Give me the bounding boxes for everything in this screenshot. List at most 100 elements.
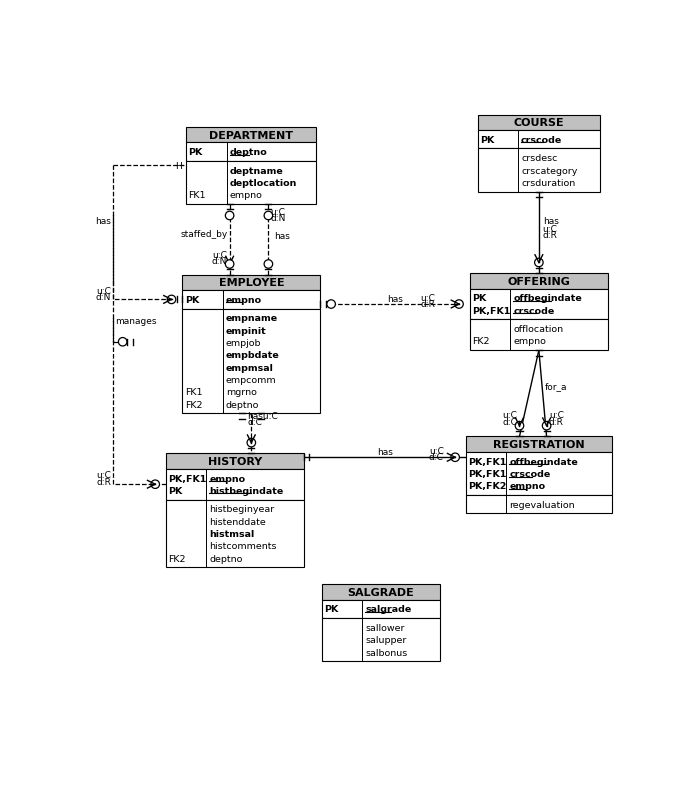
- Bar: [470, 290, 608, 320]
- Text: d:R: d:R: [420, 299, 435, 309]
- Text: for_a: for_a: [545, 382, 568, 391]
- Text: H: H: [175, 162, 181, 171]
- Text: u:C: u:C: [270, 208, 286, 217]
- Text: d:N: d:N: [270, 214, 286, 223]
- Bar: [322, 618, 440, 662]
- Text: PK: PK: [188, 148, 203, 157]
- Text: empmsal: empmsal: [226, 363, 274, 372]
- Bar: [166, 500, 304, 568]
- Text: empno: empno: [210, 474, 246, 483]
- Text: u:C: u:C: [502, 411, 517, 420]
- Text: histbegindate: histbegindate: [210, 486, 284, 496]
- Bar: [466, 437, 612, 452]
- Text: crscode: crscode: [513, 306, 555, 315]
- Text: REGISTRATION: REGISTRATION: [493, 439, 584, 450]
- Text: crscode: crscode: [521, 136, 562, 144]
- Text: u:C: u:C: [420, 294, 435, 302]
- Text: deptno: deptno: [226, 400, 259, 409]
- Text: hasu:C: hasu:C: [248, 411, 278, 421]
- Bar: [477, 131, 600, 149]
- Text: PK: PK: [480, 136, 494, 144]
- Text: histenddate: histenddate: [210, 517, 266, 526]
- Circle shape: [167, 296, 176, 304]
- Text: empcomm: empcomm: [226, 375, 277, 384]
- Circle shape: [451, 453, 460, 462]
- Text: FK1: FK1: [185, 388, 202, 397]
- Circle shape: [455, 301, 463, 309]
- Text: HISTORY: HISTORY: [208, 456, 262, 467]
- Text: FK2: FK2: [185, 400, 202, 409]
- Text: deptno: deptno: [230, 148, 268, 157]
- Text: has: has: [543, 217, 559, 226]
- Text: offlocation: offlocation: [513, 325, 564, 334]
- Bar: [477, 115, 600, 131]
- Text: empno: empno: [230, 191, 262, 200]
- Text: d:C: d:C: [248, 418, 262, 427]
- Text: u:C: u:C: [549, 411, 564, 420]
- Text: PK: PK: [472, 294, 486, 303]
- Circle shape: [151, 480, 159, 489]
- Text: offbegindate: offbegindate: [509, 457, 578, 466]
- Text: SALGRADE: SALGRADE: [347, 587, 414, 597]
- Text: regevaluation: regevaluation: [509, 500, 575, 509]
- Text: has: has: [95, 217, 111, 225]
- Text: empbdate: empbdate: [226, 351, 279, 360]
- Text: crscategory: crscategory: [521, 166, 578, 176]
- Circle shape: [264, 261, 273, 269]
- Text: d:C: d:C: [502, 417, 517, 426]
- Text: deptlocation: deptlocation: [230, 179, 297, 188]
- Text: d:R: d:R: [549, 417, 564, 426]
- Text: OFFERING: OFFERING: [507, 277, 571, 286]
- Text: histbeginyear: histbeginyear: [210, 504, 275, 514]
- Text: empinit: empinit: [226, 326, 266, 335]
- Text: PK,FK1: PK,FK1: [472, 306, 511, 315]
- Circle shape: [542, 422, 551, 431]
- Text: PK: PK: [324, 605, 338, 614]
- Text: empno: empno: [509, 482, 546, 491]
- Text: d:N: d:N: [212, 257, 227, 266]
- Text: salbonus: salbonus: [365, 648, 408, 657]
- Bar: [466, 496, 612, 514]
- Bar: [182, 291, 320, 310]
- Text: d:R: d:R: [543, 231, 558, 240]
- Circle shape: [247, 439, 255, 448]
- Text: mgrno: mgrno: [226, 388, 257, 397]
- Text: empname: empname: [226, 314, 278, 323]
- Circle shape: [226, 261, 234, 269]
- Text: PK,FK1: PK,FK1: [168, 474, 207, 483]
- Bar: [186, 128, 317, 143]
- Text: salupper: salupper: [365, 635, 406, 645]
- Text: u:C: u:C: [213, 251, 227, 260]
- Text: crsduration: crsduration: [521, 179, 575, 188]
- Text: crsdesc: crsdesc: [521, 154, 558, 163]
- Bar: [182, 310, 320, 414]
- Text: PK: PK: [168, 486, 183, 496]
- Text: d:N: d:N: [96, 293, 111, 302]
- Circle shape: [535, 259, 543, 267]
- Text: empno: empno: [226, 296, 262, 305]
- Text: EMPLOYEE: EMPLOYEE: [219, 278, 284, 288]
- Text: FK2: FK2: [472, 337, 490, 346]
- Bar: [470, 320, 608, 350]
- Text: FK1: FK1: [188, 191, 206, 200]
- Text: COURSE: COURSE: [513, 118, 564, 128]
- Text: offbegindate: offbegindate: [513, 294, 582, 303]
- Text: deptno: deptno: [210, 554, 243, 563]
- Text: manages: manages: [115, 317, 157, 326]
- Text: has: has: [275, 232, 290, 241]
- Text: crscode: crscode: [509, 469, 551, 478]
- Text: d:C: d:C: [428, 452, 444, 461]
- Bar: [477, 149, 600, 192]
- Text: salgrade: salgrade: [365, 605, 411, 614]
- Text: u:C: u:C: [428, 446, 444, 456]
- Text: has: has: [387, 295, 403, 304]
- Text: deptname: deptname: [230, 166, 284, 176]
- Text: has: has: [377, 448, 393, 457]
- Bar: [186, 162, 317, 205]
- Text: u:C: u:C: [96, 286, 111, 295]
- Text: FK2: FK2: [168, 554, 186, 563]
- Bar: [186, 143, 317, 162]
- Bar: [322, 600, 440, 618]
- Circle shape: [264, 212, 273, 221]
- Text: empno: empno: [513, 337, 546, 346]
